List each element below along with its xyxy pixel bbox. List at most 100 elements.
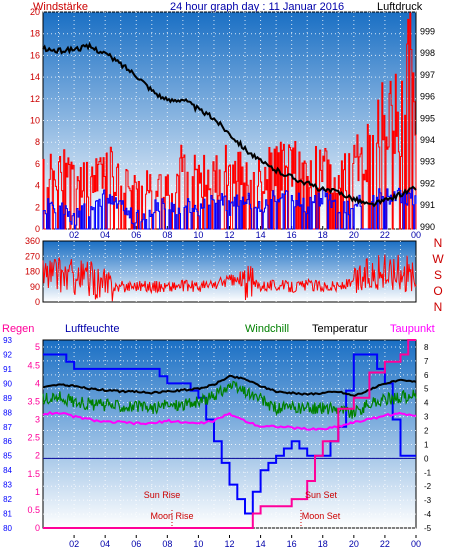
- x-tick-label: 14: [256, 539, 266, 549]
- x-tick-label: 12: [224, 539, 234, 549]
- humidity-tick-label: 85: [3, 452, 12, 461]
- pressure-series: [42, 41, 417, 208]
- humidity-tick-label: 90: [3, 379, 12, 388]
- right-axis-title: Luftdruck: [377, 1, 423, 13]
- direction-tick-label: 360: [25, 236, 40, 246]
- dewpoint-label: Taupunkt: [390, 323, 435, 335]
- wind-tick-label: 0: [35, 224, 40, 234]
- humidity-tick-label: 86: [3, 437, 12, 446]
- wind-tick-label: 12: [30, 94, 40, 104]
- pressure-tick-label: 995: [420, 113, 435, 123]
- humidity-series: [43, 353, 416, 515]
- humidity-tick-label: 87: [3, 423, 12, 432]
- temperature-humidity-panel: Regen Luftfeuchte Windchill Temperatur T…: [2, 323, 435, 549]
- temperature-tick-label: 6: [424, 371, 429, 380]
- pressure-tick-label: 991: [420, 200, 435, 210]
- temperature-tick-label: -5: [424, 524, 432, 533]
- direction-tick-label: 270: [25, 251, 40, 261]
- wind-tick-label: 10: [30, 116, 40, 126]
- humidity-label: Luftfeuchte: [65, 323, 119, 335]
- humidity-tick-label: 81: [3, 510, 12, 519]
- temperature-axis-ticks: -5 -4 -3 -2 -1 0 1 2 3 4 5 6 7 8: [424, 343, 432, 533]
- rain-series: [43, 339, 416, 529]
- temperature-tick-label: 7: [424, 357, 429, 366]
- rain-tick-label: 4: [35, 378, 40, 388]
- humidity-tick-label: 83: [3, 481, 12, 490]
- temperature-tick-label: 0: [424, 454, 429, 463]
- rain-tick-label: 1: [35, 487, 40, 497]
- rain-axis-ticks: 0 0.5 1 1.5 2 2.5 3 3.5 4 4.5 5: [27, 342, 40, 533]
- x-tick-label: 18: [318, 539, 328, 549]
- temperature-x-ticks: 02 04 06 08 10 12 14 16 18 20 22 00: [69, 535, 421, 549]
- x-tick-label: 04: [100, 539, 110, 549]
- event-label: Sun Rise: [144, 490, 181, 500]
- event-label: Sun Set: [305, 490, 338, 500]
- wind-tick-label: 4: [35, 181, 40, 191]
- pressure-tick-label: 998: [420, 48, 435, 58]
- pressure-tick-label: 990: [420, 222, 435, 232]
- dewpoint-series: [42, 411, 417, 431]
- wind-pressure-x-ticks: 02 04 06 08 10 12 14 16 18 20 22 00: [69, 226, 421, 240]
- x-tick-label: 10: [193, 539, 203, 549]
- x-tick-label: 12: [224, 230, 234, 240]
- event-label: Moon Set: [302, 511, 341, 521]
- wind-tick-label: 8: [35, 137, 40, 147]
- x-tick-label: 08: [162, 539, 172, 549]
- windchill-label: Windchill: [245, 323, 289, 335]
- wind-direction-series: [42, 254, 417, 302]
- wind-tick-label: 14: [30, 72, 40, 82]
- x-tick-label: 02: [69, 230, 79, 240]
- wind-axis-ticks: 0 2 4 6 8 10 12 14 16 18 20: [30, 7, 40, 234]
- direction-tick-label: 180: [25, 267, 40, 277]
- temperature-grid: [43, 340, 416, 529]
- temperature-tick-label: 2: [424, 427, 429, 436]
- wind-gust-series: [42, 12, 417, 230]
- rain-label: Regen: [2, 323, 34, 335]
- compass-tick-label: N: [434, 236, 443, 250]
- x-tick-label: 22: [380, 230, 390, 240]
- wind-tick-label: 20: [30, 7, 40, 17]
- direction-tick-label: 90: [30, 282, 40, 292]
- direction-axis-ticks: 0 90 180 270 360: [25, 236, 40, 307]
- x-tick-label: 06: [131, 539, 141, 549]
- x-tick-label: 00: [411, 230, 421, 240]
- rain-tick-label: 3.5: [27, 396, 40, 406]
- temperature-tick-label: -3: [424, 496, 432, 505]
- rain-tick-label: 0.5: [27, 505, 40, 515]
- wind-tick-label: 2: [35, 202, 40, 212]
- x-tick-label: 16: [287, 230, 297, 240]
- pressure-axis-ticks: 990 991 992 993 994 995 996 997 998 999: [420, 27, 435, 232]
- rain-tick-label: 4.5: [27, 360, 40, 370]
- rain-tick-label: 5: [35, 342, 40, 352]
- x-tick-label: 04: [100, 230, 110, 240]
- compass-tick-label: N: [434, 300, 443, 314]
- compass-tick-label: S: [434, 268, 442, 282]
- rain-tick-label: 2: [35, 451, 40, 461]
- temperature-tick-label: 8: [424, 343, 429, 352]
- temperature-tick-label: -1: [424, 468, 432, 477]
- humidity-tick-label: 88: [3, 408, 12, 417]
- rain-tick-label: 2.5: [27, 433, 40, 443]
- x-tick-label: 00: [411, 539, 421, 549]
- x-tick-label: 18: [318, 230, 328, 240]
- pressure-tick-label: 994: [420, 135, 435, 145]
- x-tick-label: 02: [69, 539, 79, 549]
- rain-tick-label: 1.5: [27, 469, 40, 479]
- temperature-tick-label: -2: [424, 482, 432, 491]
- x-tick-label: 14: [256, 230, 266, 240]
- compass-tick-label: W: [432, 252, 444, 266]
- humidity-tick-label: 84: [3, 466, 12, 475]
- left-axis-title: Windstärke: [33, 1, 88, 13]
- wind-avg-series: [42, 187, 417, 230]
- temperature-tick-label: 1: [424, 440, 429, 449]
- temperature-series: [42, 374, 417, 397]
- humidity-axis-ticks: 80 81 82 83 84 85 86 87 88 89 90 91 92 93: [3, 336, 12, 533]
- humidity-tick-label: 91: [3, 365, 12, 374]
- wind-tick-label: 18: [30, 29, 40, 39]
- x-tick-label: 20: [349, 230, 359, 240]
- temperature-tick-label: 3: [424, 413, 429, 422]
